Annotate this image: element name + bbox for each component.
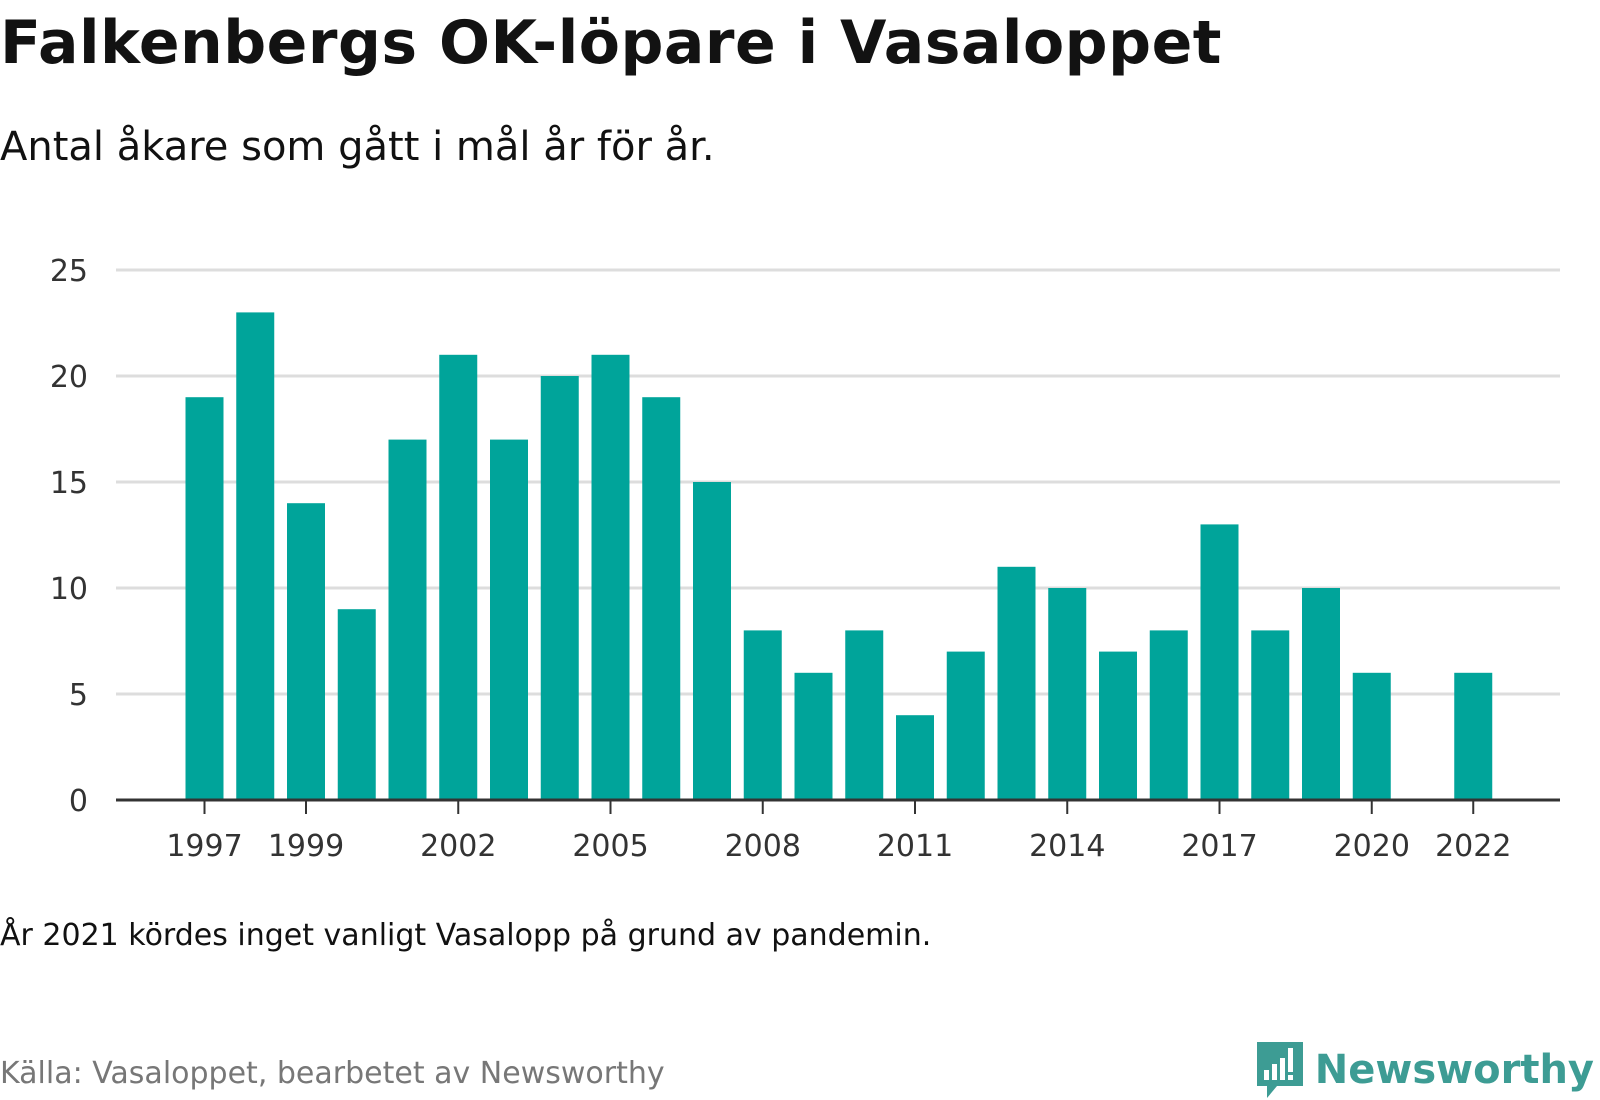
bar-chart: 0 5 10 15 20 25 1997 1999 2002 2005 2008 2011 2014 20… bbox=[50, 254, 1560, 864]
bar-2022 bbox=[1454, 672, 1493, 800]
y-tick-label-25: 25 bbox=[50, 254, 88, 289]
x-tick-label-2008: 2008 bbox=[725, 829, 801, 864]
bar-1997 bbox=[185, 397, 224, 800]
x-tick-label-2020: 2020 bbox=[1334, 829, 1410, 864]
bar-2014 bbox=[1048, 588, 1087, 800]
bar-2011 bbox=[896, 715, 934, 800]
bar-2016 bbox=[1149, 630, 1188, 800]
newsworthy-logo-icon bbox=[1256, 1042, 1303, 1098]
bar-2005 bbox=[591, 354, 630, 800]
chart-title: Falkenbergs OK-löpare i Vasaloppet bbox=[0, 8, 1222, 78]
x-tick-label-2005: 2005 bbox=[572, 829, 648, 864]
bar-2017 bbox=[1200, 524, 1239, 800]
bar-2015 bbox=[1099, 651, 1137, 800]
y-tick-label-5: 5 bbox=[69, 678, 88, 713]
x-tick-label-2014: 2014 bbox=[1029, 829, 1105, 864]
bar-1999 bbox=[287, 503, 325, 800]
newsworthy-brand[interactable]: Newsworthy bbox=[1255, 1040, 1594, 1100]
bar-2001 bbox=[388, 439, 427, 800]
source-text: Källa: Vasaloppet, bearbetet av Newswort… bbox=[0, 1056, 665, 1091]
bar-2013 bbox=[997, 566, 1036, 800]
x-tick-label-2002: 2002 bbox=[420, 829, 496, 864]
bar-2000 bbox=[337, 609, 376, 800]
y-tick-label-0: 0 bbox=[69, 784, 88, 819]
bar-2010 bbox=[845, 630, 884, 800]
bar-2018 bbox=[1251, 630, 1290, 800]
bar-2012 bbox=[946, 651, 985, 800]
bar-2003 bbox=[490, 439, 528, 800]
bar-2009 bbox=[794, 672, 833, 800]
x-tick-label-2017: 2017 bbox=[1181, 829, 1257, 864]
bar-2002 bbox=[439, 354, 478, 800]
y-tick-label-15: 15 bbox=[50, 466, 88, 501]
bar-2020 bbox=[1352, 672, 1391, 800]
bar-2004 bbox=[540, 376, 579, 800]
chart-note: År 2021 kördes inget vanligt Vasalopp på… bbox=[0, 918, 932, 953]
bar-2008 bbox=[743, 630, 782, 800]
chart-subtitle: Antal åkare som gått i mål år för år. bbox=[0, 124, 715, 170]
x-tick-label-1997: 1997 bbox=[166, 829, 242, 864]
x-tick-label-2011: 2011 bbox=[877, 829, 953, 864]
x-tick-label-2022: 2022 bbox=[1435, 829, 1511, 864]
brand-name: Newsworthy bbox=[1314, 1047, 1594, 1093]
bar-2019 bbox=[1302, 588, 1340, 800]
bar-2006 bbox=[642, 397, 681, 800]
y-tick-label-10: 10 bbox=[50, 572, 88, 607]
x-tick-label-1999: 1999 bbox=[268, 829, 344, 864]
bar-2007 bbox=[693, 482, 731, 800]
bar-1998 bbox=[236, 312, 275, 800]
y-tick-label-20: 20 bbox=[50, 360, 88, 395]
